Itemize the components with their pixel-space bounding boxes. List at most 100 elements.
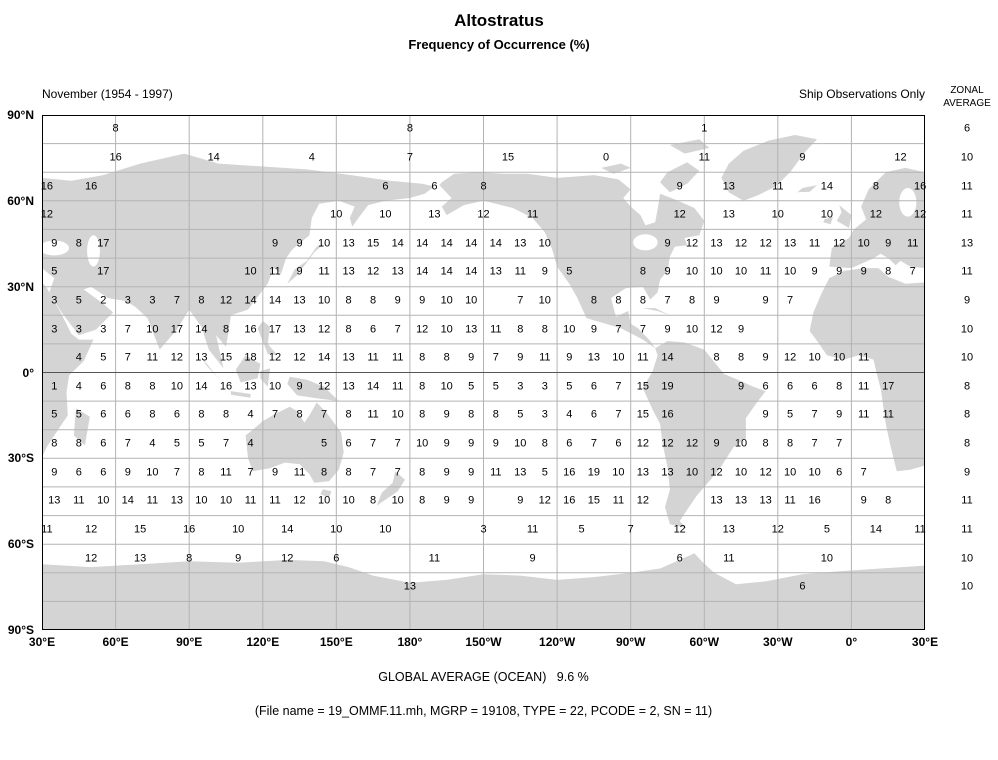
cell-value: 16 <box>244 323 257 336</box>
zonal-average-value: 9 <box>963 294 971 307</box>
cell-value: 8 <box>149 380 156 393</box>
cell-value: 8 <box>406 122 413 135</box>
zonal-header-line1: ZONAL <box>950 85 984 96</box>
cell-value: 10 <box>771 208 784 221</box>
cell-value: 10 <box>170 380 184 393</box>
land-shape <box>287 376 339 402</box>
cell-value: 10 <box>538 294 551 307</box>
cell-value: 10 <box>379 523 392 536</box>
land-shape <box>829 167 925 269</box>
cell-value: 14 <box>317 351 331 364</box>
cell-value: 7 <box>492 351 499 364</box>
cell-value: 7 <box>370 437 377 450</box>
cell-value: 4 <box>149 437 156 450</box>
land-shape <box>320 489 332 498</box>
cell-value: 6 <box>100 408 107 421</box>
cell-value: 12 <box>710 466 723 479</box>
cell-value: 7 <box>909 265 916 278</box>
cell-value: 9 <box>799 151 806 164</box>
cell-value: 13 <box>710 494 723 507</box>
cell-value: 10 <box>734 466 748 479</box>
lon-tick-label: 120°W <box>539 635 576 649</box>
cell-value: 11 <box>391 380 404 393</box>
cell-value: 10 <box>783 466 797 479</box>
cell-value: 14 <box>440 265 453 278</box>
cell-value: 13 <box>342 380 355 393</box>
cell-value: 13 <box>170 494 184 507</box>
cell-value: 12 <box>317 380 331 393</box>
cell-value: 7 <box>394 323 401 336</box>
zonal-average-value: 8 <box>963 380 971 393</box>
cell-value: 5 <box>75 294 82 307</box>
cell-value: 10 <box>391 494 404 507</box>
lon-tick-label: 0° <box>845 635 858 649</box>
cell-value: 7 <box>517 294 524 307</box>
cell-value: 11 <box>539 351 551 364</box>
cell-value: 7 <box>173 466 180 479</box>
cell-value: 9 <box>737 323 745 336</box>
zonal-header-line2: AVERAGE <box>943 98 991 109</box>
cell-value: 5 <box>321 437 328 450</box>
cell-value: 10 <box>317 237 331 250</box>
cell-value: 13 <box>783 237 797 250</box>
cell-value: 6 <box>370 323 377 336</box>
cell-value: 13 <box>428 208 441 221</box>
cell-value: 12 <box>170 351 184 364</box>
cell-value: 7 <box>247 466 254 479</box>
cell-value: 3 <box>517 380 524 393</box>
cell-value: 18 <box>244 351 257 364</box>
cell-value: 6 <box>173 408 180 421</box>
lon-tick-label: 30°E <box>911 635 939 649</box>
cell-value: 12 <box>869 208 883 221</box>
cell-value: 4 <box>308 151 315 164</box>
cell-value: 9 <box>443 408 450 421</box>
lat-tick-label: 30°S <box>7 451 34 466</box>
cell-value: 5 <box>566 380 573 393</box>
cell-value: 8 <box>639 294 646 307</box>
land-shape <box>230 391 251 398</box>
cell-value: 13 <box>710 237 723 250</box>
cell-value: 12 <box>40 208 54 221</box>
cell-value: 19 <box>661 380 674 393</box>
zonal-average-value: 11 <box>961 208 973 221</box>
cell-value: 11 <box>490 323 502 336</box>
cell-value: 4 <box>75 351 82 364</box>
cell-value: 8 <box>345 408 352 421</box>
cell-value: 14 <box>195 380 208 393</box>
cell-value: 8 <box>480 180 487 192</box>
cell-value: 14 <box>366 380 380 393</box>
cell-value: 13 <box>465 323 478 336</box>
cell-value: 8 <box>590 294 597 307</box>
cell-value: 7 <box>615 408 622 421</box>
land-shape <box>660 162 700 193</box>
cell-value: 9 <box>443 466 450 479</box>
lon-tick-label: 30°E <box>28 635 56 649</box>
cell-value: 11 <box>391 351 404 364</box>
cell-value: 12 <box>771 523 784 536</box>
cell-value: 13 <box>293 323 306 336</box>
cell-value: 4 <box>247 408 254 421</box>
cell-value: 10 <box>244 265 257 278</box>
lake-shape <box>633 234 658 251</box>
cell-value: 8 <box>112 122 119 135</box>
cell-value: 10 <box>97 494 110 507</box>
world-map: 8 8 1 16 14 4 7 15 0 11 9 12 16 16 6 6 8 9 13 11 14 8 16 12 10 10… <box>40 115 926 630</box>
cell-value: 17 <box>97 265 110 278</box>
cell-value: 5 <box>492 380 499 393</box>
cell-value: 12 <box>219 294 233 307</box>
cell-value: 10 <box>563 323 576 336</box>
cell-value: 6 <box>124 408 131 421</box>
cell-value: 5 <box>517 408 524 421</box>
cell-value: 7 <box>590 437 597 450</box>
cell-value: 8 <box>186 552 193 564</box>
cell-value: 12 <box>759 466 772 479</box>
cell-value: 6 <box>382 180 389 192</box>
cell-value: 8 <box>222 323 230 336</box>
cell-value: 8 <box>443 351 450 364</box>
cell-value: 6 <box>100 380 107 393</box>
cell-value: 10 <box>317 294 331 307</box>
cell-value: 13 <box>293 294 306 307</box>
cell-value: 6 <box>590 408 597 421</box>
cell-value: 14 <box>416 265 429 278</box>
cell-value: 14 <box>121 494 134 507</box>
